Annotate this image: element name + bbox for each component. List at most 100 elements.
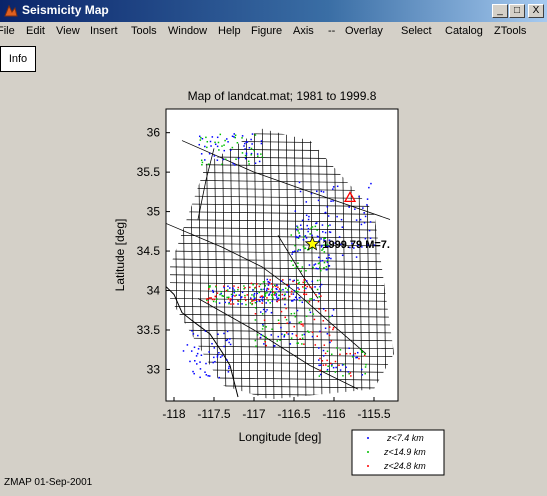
grid-line: [170, 258, 394, 263]
quake-point: [261, 299, 263, 301]
quake-point: [278, 299, 280, 301]
quake-point: [240, 296, 243, 298]
quake-point: [265, 336, 267, 339]
grid-line: [170, 298, 394, 302]
quake-point: [256, 334, 259, 336]
quake-point: [322, 231, 324, 233]
info-button[interactable]: Info: [0, 46, 36, 72]
quake-point: [315, 190, 318, 193]
menu-edit[interactable]: Edit: [26, 25, 45, 37]
minimize-button[interactable]: _: [492, 4, 508, 18]
quake-point: [218, 376, 220, 379]
quake-point: [250, 282, 253, 285]
quake-point: [251, 303, 253, 306]
menu-figure[interactable]: Figure: [251, 25, 283, 37]
quake-point: [256, 283, 258, 285]
menu-help[interactable]: Help: [218, 25, 241, 37]
quake-point: [353, 247, 355, 249]
quake-point: [341, 254, 344, 257]
quake-point: [296, 265, 299, 268]
menu-axis[interactable]: Axis: [293, 25, 314, 37]
quake-point: [311, 280, 314, 283]
quake-point: [329, 341, 331, 344]
quake-point: [299, 299, 301, 302]
quake-point: [214, 360, 216, 363]
quake-point: [335, 366, 337, 369]
quake-point: [294, 315, 297, 318]
quake-point: [299, 190, 302, 193]
quake-point: [304, 235, 307, 237]
quake-point: [221, 163, 223, 166]
menu-insert[interactable]: Insert: [90, 25, 118, 37]
quake-point: [297, 250, 299, 252]
quake-point: [235, 158, 237, 160]
quake-point: [295, 290, 297, 293]
quake-point: [201, 137, 204, 140]
menu-catalog[interactable]: Catalog: [445, 25, 483, 37]
quake-point: [314, 225, 317, 228]
x-tick-label: -117.5: [197, 407, 230, 421]
quake-point: [330, 353, 333, 356]
quake-point: [237, 303, 239, 305]
quake-point: [295, 334, 298, 337]
menu-overlay[interactable]: Overlay: [345, 25, 383, 37]
mainshock-star[interactable]: [304, 235, 321, 251]
quake-point: [328, 257, 330, 259]
quake-point: [301, 286, 304, 288]
quake-point: [272, 291, 275, 293]
menu-tools[interactable]: Tools: [131, 25, 157, 37]
close-button[interactable]: X: [528, 4, 544, 18]
grid-line: [170, 353, 394, 357]
quake-point: [266, 287, 268, 290]
maximize-button[interactable]: □: [509, 4, 525, 18]
quake-point: [219, 133, 222, 136]
quake-point: [295, 235, 297, 238]
quake-point: [323, 237, 325, 240]
menu-ztools[interactable]: ZTools: [494, 25, 527, 37]
menu-view[interactable]: View: [56, 25, 80, 37]
quake-point: [217, 333, 219, 336]
quake-point: [313, 318, 316, 321]
quake-point: [223, 144, 225, 146]
x-tick-label: -116.5: [277, 407, 310, 421]
quake-point: [297, 262, 299, 264]
quake-point: [289, 278, 291, 281]
quake-point: [311, 234, 313, 237]
mainshock-annotation: 1999.79 M=7.: [322, 239, 390, 251]
quake-point: [286, 291, 288, 293]
quake-point: [324, 211, 326, 214]
menu-window[interactable]: Window: [168, 25, 208, 37]
quake-point: [316, 229, 318, 231]
quake-point: [254, 319, 257, 321]
quake-point: [298, 235, 301, 237]
quake-point: [297, 230, 299, 232]
quake-point: [269, 302, 271, 304]
grid-line: [170, 321, 394, 326]
menu-select[interactable]: Select: [401, 25, 432, 37]
menu-file[interactable]: File: [0, 25, 15, 37]
quake-point: [265, 326, 267, 328]
quake-point: [265, 310, 267, 313]
quake-point: [262, 296, 265, 298]
quake-point: [338, 364, 340, 367]
quake-point: [250, 138, 252, 141]
quake-point: [326, 245, 328, 248]
quake-point: [231, 299, 234, 301]
station-marker[interactable]: [343, 191, 357, 203]
quake-point: [277, 286, 279, 289]
quake-point: [261, 302, 263, 304]
quake-point: [254, 339, 257, 342]
quake-point: [230, 298, 232, 301]
quake-point: [227, 371, 230, 373]
quake-point: [207, 375, 209, 377]
quake-point: [308, 331, 310, 333]
quake-point: [212, 361, 214, 364]
quake-point: [233, 291, 235, 294]
quake-point: [328, 231, 331, 233]
quake-point: [253, 287, 256, 289]
quake-point: [279, 339, 281, 341]
window-title: Seismicity Map: [22, 3, 109, 17]
quake-point: [296, 342, 298, 345]
fault-line: [197, 298, 359, 390]
quake-point: [315, 293, 317, 296]
